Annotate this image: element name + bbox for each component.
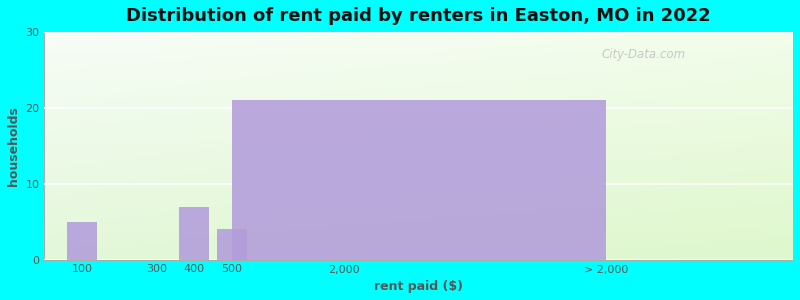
Bar [217, 229, 246, 260]
Text: City-Data.com: City-Data.com [602, 48, 686, 61]
Bar [232, 100, 606, 260]
Title: Distribution of rent paid by renters in Easton, MO in 2022: Distribution of rent paid by renters in … [126, 7, 711, 25]
Bar [67, 222, 97, 260]
Y-axis label: households: households [7, 106, 20, 186]
Bar [179, 206, 209, 260]
X-axis label: rent paid ($): rent paid ($) [374, 280, 463, 293]
